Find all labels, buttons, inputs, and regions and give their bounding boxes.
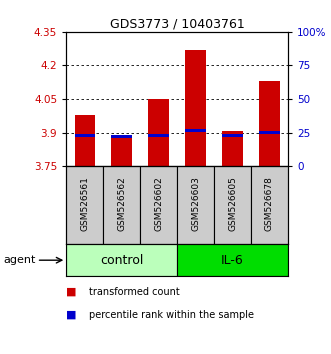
Bar — [148, 99, 169, 166]
Bar — [140, 166, 177, 244]
Bar — [222, 134, 243, 137]
Bar — [185, 129, 206, 132]
Bar — [222, 131, 243, 166]
Bar — [259, 81, 280, 166]
Title: GDS3773 / 10403761: GDS3773 / 10403761 — [110, 18, 245, 31]
Bar — [74, 115, 95, 166]
Text: percentile rank within the sample: percentile rank within the sample — [89, 310, 254, 320]
Bar — [177, 166, 214, 244]
Bar — [177, 244, 288, 276]
Bar — [148, 134, 169, 137]
Bar — [66, 166, 103, 244]
Text: GSM526603: GSM526603 — [191, 176, 200, 231]
Bar — [251, 166, 288, 244]
Text: GSM526561: GSM526561 — [80, 176, 89, 231]
Bar — [66, 244, 177, 276]
Text: ■: ■ — [66, 287, 77, 297]
Text: GSM526678: GSM526678 — [265, 176, 274, 231]
Bar — [214, 166, 251, 244]
Text: control: control — [100, 254, 143, 267]
Text: GSM526562: GSM526562 — [117, 176, 126, 231]
Text: ■: ■ — [66, 310, 77, 320]
Text: GSM526602: GSM526602 — [154, 176, 163, 231]
Text: GSM526605: GSM526605 — [228, 176, 237, 231]
Bar — [74, 134, 95, 137]
Bar — [259, 131, 280, 134]
Bar — [103, 166, 140, 244]
Bar — [112, 135, 132, 166]
Bar — [185, 50, 206, 166]
Text: IL-6: IL-6 — [221, 254, 244, 267]
Text: agent: agent — [3, 255, 36, 265]
Bar — [112, 135, 132, 138]
Text: transformed count: transformed count — [89, 287, 180, 297]
